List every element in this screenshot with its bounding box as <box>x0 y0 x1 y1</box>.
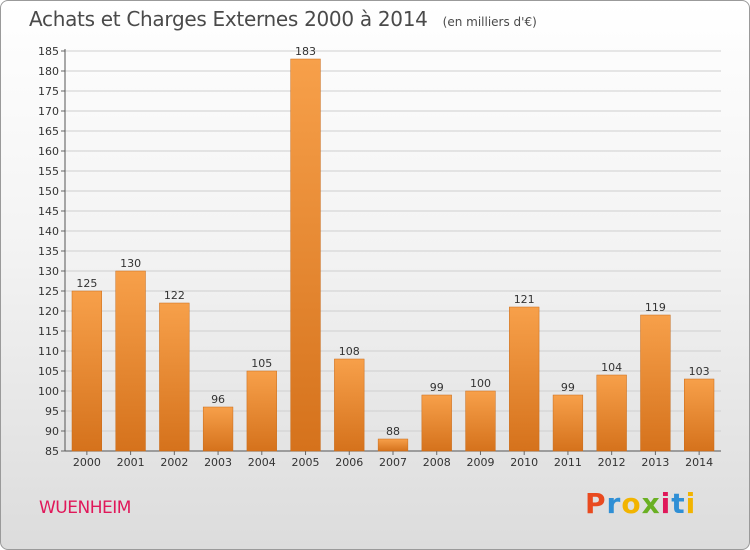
x-tick-label: 2011 <box>554 456 582 469</box>
bar-2014 <box>684 378 715 452</box>
y-tick-label: 180 <box>38 65 59 78</box>
x-tick-label: 2010 <box>510 456 538 469</box>
y-tick-label: 125 <box>38 285 59 298</box>
x-tick-label: 2006 <box>335 456 363 469</box>
proxiti-logo: Proxiti <box>585 487 697 520</box>
bar-2009 <box>465 390 496 452</box>
data-label-2001: 130 <box>120 257 141 270</box>
y-tick-label: 130 <box>38 265 59 278</box>
x-tick-label: 2001 <box>117 456 145 469</box>
y-tick-label: 120 <box>38 305 59 318</box>
bar-2001 <box>115 270 146 452</box>
data-label-2009: 100 <box>470 377 491 390</box>
y-tick-label: 185 <box>38 45 59 58</box>
x-tick-label: 2014 <box>685 456 713 469</box>
data-label-2008: 99 <box>430 381 444 394</box>
bar-2007 <box>377 438 409 452</box>
bar-2013 <box>640 314 671 452</box>
data-label-2012: 104 <box>601 361 622 374</box>
y-tick-label: 170 <box>38 105 59 118</box>
y-tick-label: 100 <box>38 385 59 398</box>
y-tick-label: 175 <box>38 85 59 98</box>
y-tick-label: 95 <box>45 405 59 418</box>
data-label-2014: 103 <box>689 365 710 378</box>
bar-2006 <box>334 358 365 452</box>
x-tick-label: 2009 <box>466 456 494 469</box>
y-tick-label: 135 <box>38 245 59 258</box>
city-name: WUENHEIM <box>39 498 131 518</box>
data-label-2010: 121 <box>514 293 535 306</box>
x-tick-label: 2005 <box>292 456 320 469</box>
data-label-2013: 119 <box>645 301 666 314</box>
data-label-2007: 88 <box>386 425 400 438</box>
x-tick-label: 2007 <box>379 456 407 469</box>
bar-2012 <box>596 374 627 452</box>
y-tick-label: 105 <box>38 365 59 378</box>
data-label-2000: 125 <box>76 277 97 290</box>
x-tick-label: 2013 <box>641 456 669 469</box>
y-tick-label: 165 <box>38 125 59 138</box>
data-label-2003: 96 <box>211 393 225 406</box>
y-tick-label: 140 <box>38 225 59 238</box>
bar-2002 <box>159 302 190 452</box>
data-label-2004: 105 <box>251 357 272 370</box>
y-tick-label: 110 <box>38 345 59 358</box>
y-tick-label: 90 <box>45 425 59 438</box>
y-tick-label: 160 <box>38 145 59 158</box>
data-label-2005: 183 <box>295 45 316 58</box>
data-label-2006: 108 <box>339 345 360 358</box>
title-row: Achats et Charges Externes 2000 à 2014 (… <box>29 7 537 31</box>
x-tick-label: 2008 <box>423 456 451 469</box>
y-tick-label: 85 <box>45 445 59 458</box>
x-tick-label: 2004 <box>248 456 276 469</box>
chart-unit: (en milliers d'€) <box>442 15 537 29</box>
x-tick-label: 2003 <box>204 456 232 469</box>
y-tick-label: 150 <box>38 185 59 198</box>
data-label-2011: 99 <box>561 381 575 394</box>
y-tick-label: 145 <box>38 205 59 218</box>
x-tick-label: 2012 <box>598 456 626 469</box>
bar-layer: 125 130 122 96 105 183 108 88 99 100 121 99 104 119 10… <box>71 45 715 452</box>
x-tick-label: 2000 <box>73 456 101 469</box>
x-tick-label: 2002 <box>160 456 188 469</box>
bar-2004 <box>246 370 277 452</box>
chart-title: Achats et Charges Externes 2000 à 2014 <box>29 7 428 31</box>
bar-2011 <box>552 394 584 452</box>
y-tick-label: 155 <box>38 165 59 178</box>
bar-2003 <box>202 406 234 452</box>
data-label-2002: 122 <box>164 289 185 302</box>
y-tick-label: 115 <box>38 325 59 338</box>
bar-2008 <box>421 394 452 452</box>
bar-2005 <box>290 58 321 452</box>
bar-2000 <box>71 290 102 452</box>
bar-2010 <box>509 306 540 452</box>
